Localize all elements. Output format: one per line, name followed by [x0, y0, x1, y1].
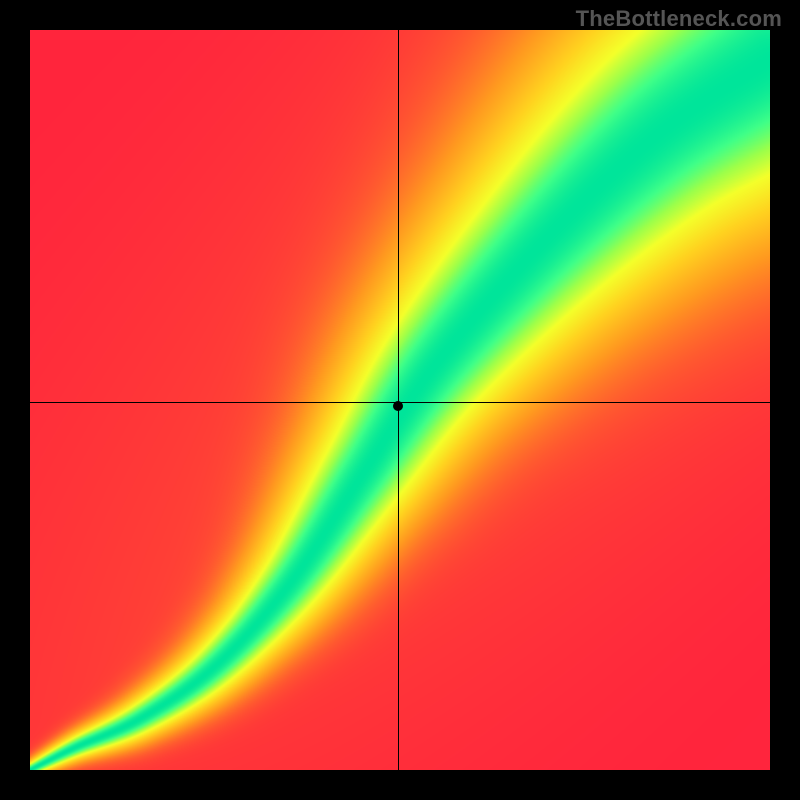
heatmap-canvas [30, 30, 770, 770]
page-root: TheBottleneck.com [0, 0, 800, 800]
heatmap-frame [30, 30, 770, 770]
marker-point [393, 401, 403, 411]
crosshair-vertical [398, 30, 399, 770]
watermark-text: TheBottleneck.com [576, 6, 782, 32]
